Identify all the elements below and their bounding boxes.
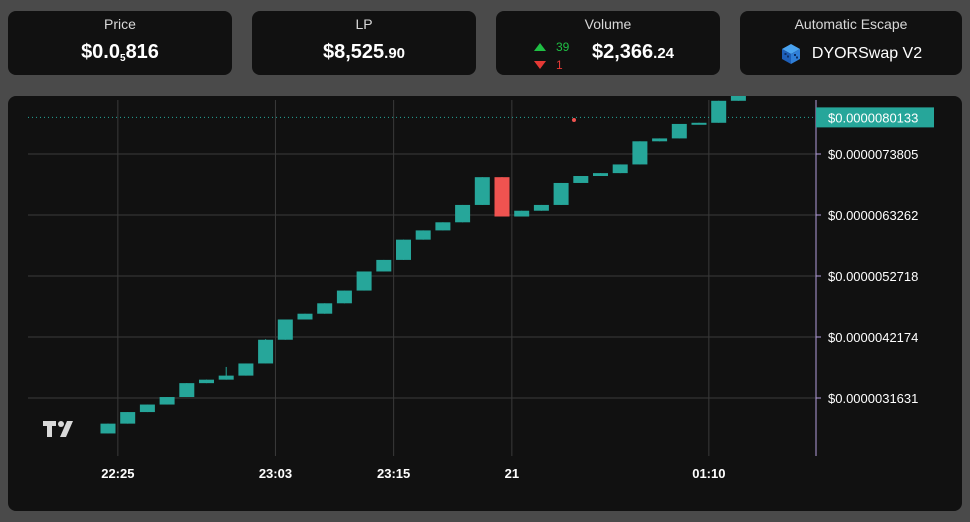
sell-count-row: 1 <box>534 56 569 74</box>
lp-label: LP <box>355 16 373 32</box>
candle-body <box>396 239 411 260</box>
candle-body <box>218 375 234 380</box>
chart-panel[interactable]: $0.0000031631 $0.0000042174 $0.0000052718 $… <box>8 96 962 511</box>
lp-value-decimal: .90 <box>384 45 406 62</box>
price-card: Price $0.05816 <box>8 11 232 75</box>
volume-counts: 39 1 <box>534 38 569 74</box>
price-value-zero-count: 5 <box>120 53 126 64</box>
candle-body <box>435 222 451 231</box>
cube-logo-icon <box>781 44 800 64</box>
candle-body <box>120 412 136 424</box>
candle-body <box>691 122 707 125</box>
volume-value-decimal: .24 <box>653 45 675 62</box>
candle-body <box>336 290 352 304</box>
candle-body <box>258 339 274 364</box>
candle-body <box>474 177 490 205</box>
price-axis-label: $0.0000073805 <box>828 147 918 162</box>
candle-body <box>494 177 510 217</box>
price-value-main: $0.0 <box>81 41 120 63</box>
candle-body <box>533 204 549 211</box>
candle-body <box>317 303 333 314</box>
lp-card: LP $8,525.90 <box>252 11 476 75</box>
volume-card: Volume 39 1 $2,366.24 <box>496 11 720 75</box>
candle-body <box>297 313 313 320</box>
candle-body <box>277 319 293 340</box>
candle-body <box>139 404 155 413</box>
time-axis-label: 01:10 <box>692 466 725 481</box>
price-label: Price <box>104 16 136 32</box>
candle-body <box>238 363 254 376</box>
candle-body <box>159 397 175 405</box>
buy-count-row: 39 <box>534 38 569 56</box>
arrow-down-icon <box>534 61 546 69</box>
candle-body <box>199 379 214 384</box>
escape-dex: DYORSwap V2 <box>740 43 962 65</box>
candle-body <box>455 204 471 223</box>
candle-body <box>553 182 569 205</box>
candle-body <box>376 259 392 272</box>
buy-count: 39 <box>556 40 570 54</box>
candle-body <box>415 230 431 240</box>
candle-body <box>100 423 116 434</box>
tradingview-logo-icon <box>43 421 73 437</box>
escape-card[interactable]: Automatic Escape DYORSwap V2 <box>740 11 962 75</box>
price-value-digits: 816 <box>125 41 159 63</box>
volume-value: $2,366.24 <box>592 41 674 64</box>
candle-body <box>514 210 530 217</box>
candle-body <box>179 383 195 398</box>
escape-label: Automatic Escape <box>794 16 908 32</box>
candle-body <box>632 141 648 165</box>
candle-body <box>671 123 687 139</box>
time-axis-label: 22:25 <box>101 466 134 481</box>
candlestick-chart[interactable]: $0.0000031631 $0.0000042174 $0.0000052718 $… <box>8 96 962 511</box>
sell-count: 1 <box>556 58 563 72</box>
volume-label: Volume <box>584 16 632 32</box>
price-axis-label: $0.0000031631 <box>828 391 918 406</box>
time-axis-label: 21 <box>505 466 519 481</box>
current-price-label: $0.0000080133 <box>828 110 918 125</box>
current-price-badge <box>816 107 934 128</box>
price-axis-label: $0.0000042174 <box>828 330 918 345</box>
lp-value: $8,525.90 <box>252 41 476 64</box>
time-axis-label: 23:15 <box>377 466 410 481</box>
candle-body <box>573 176 589 183</box>
candle-body <box>711 100 727 123</box>
price-value: $0.05816 <box>8 41 232 64</box>
candle-body <box>730 96 746 101</box>
candle-body <box>612 164 628 174</box>
escape-dex-name: DYORSwap V2 <box>811 45 923 62</box>
price-axis-label: $0.0000063262 <box>828 208 918 223</box>
volume-value-main: $2,366 <box>592 41 654 63</box>
candle-body <box>356 271 372 291</box>
price-axis-label: $0.0000052718 <box>828 269 918 284</box>
time-axis-label: 23:03 <box>259 466 292 481</box>
candle-body <box>652 138 668 142</box>
lp-value-main: $8,525 <box>322 41 385 63</box>
arrow-up-icon <box>534 43 546 51</box>
candle-body <box>593 173 608 177</box>
alert-dot <box>572 118 576 122</box>
